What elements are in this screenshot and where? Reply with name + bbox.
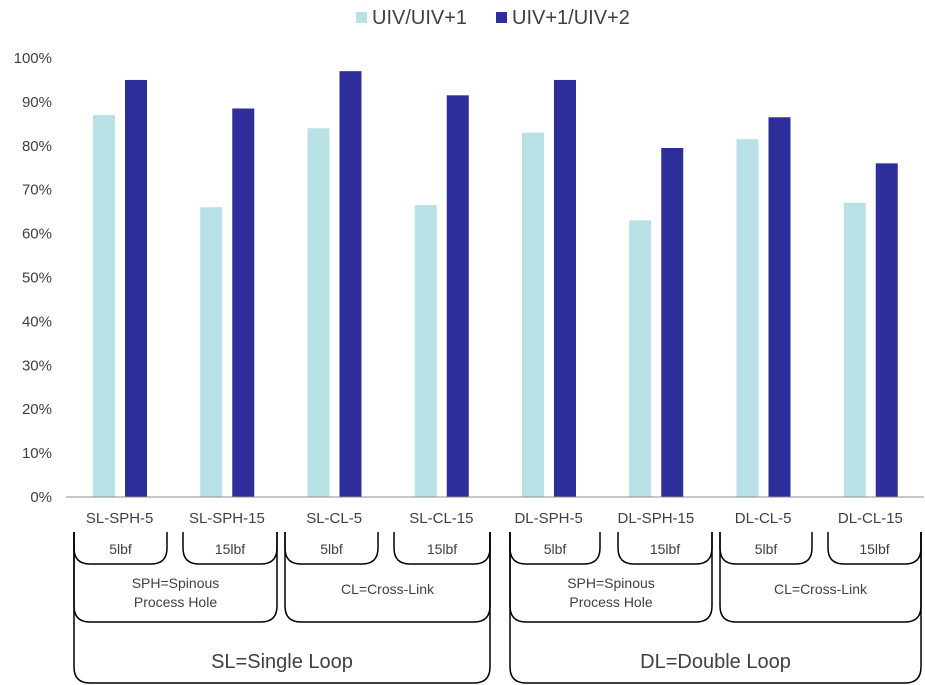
bar bbox=[522, 132, 544, 497]
y-axis-ticks: 0% 10% 20% 30% 40% 50% 60% 70% 80% 90% 100% bbox=[14, 50, 52, 506]
bar bbox=[843, 202, 866, 497]
bar bbox=[629, 220, 652, 497]
load-bracket bbox=[509, 532, 601, 565]
group-label: Process Hole bbox=[134, 594, 217, 610]
group-bracket bbox=[719, 532, 922, 623]
load-bracket bbox=[827, 532, 922, 565]
load-bracket bbox=[719, 532, 813, 565]
y-tick-label: 0% bbox=[30, 489, 52, 506]
load-bracket bbox=[182, 532, 278, 565]
x-tick-label: DL-SPH-5 bbox=[514, 510, 582, 527]
bar bbox=[307, 128, 330, 498]
load-label: 15lbf bbox=[427, 541, 457, 557]
legend: UIV/UIV+1 UIV+1/UIV+2 bbox=[356, 7, 630, 29]
load-label: 5lbf bbox=[755, 541, 778, 557]
legend-label: UIV/UIV+1 bbox=[372, 7, 467, 29]
x-tick-label: DL-CL-15 bbox=[838, 510, 903, 527]
y-tick-label: 50% bbox=[22, 270, 52, 287]
load-bracket bbox=[73, 532, 168, 565]
loop-bracket bbox=[509, 532, 922, 684]
group-bracket bbox=[73, 532, 278, 623]
bar bbox=[200, 207, 223, 497]
y-tick-label: 10% bbox=[22, 445, 52, 462]
x-tick-label: SL-SPH-5 bbox=[86, 510, 154, 527]
bar bbox=[768, 117, 791, 497]
group-label: SPH=Spinous bbox=[132, 575, 220, 591]
load-label: 5lbf bbox=[320, 541, 343, 557]
bar bbox=[554, 79, 576, 497]
load-bracket bbox=[393, 532, 491, 565]
bar bbox=[232, 108, 255, 498]
y-tick-label: 40% bbox=[22, 313, 52, 330]
bar bbox=[875, 163, 898, 498]
x-tick-label: DL-CL-5 bbox=[735, 510, 792, 527]
legend-swatch bbox=[496, 12, 507, 23]
y-tick-label: 70% bbox=[22, 182, 52, 199]
bars bbox=[93, 71, 898, 498]
load-bracket bbox=[284, 532, 379, 565]
legend-swatch bbox=[356, 12, 367, 23]
x-tick-label: DL-SPH-15 bbox=[618, 510, 695, 527]
loop-label: DL=Double Loop bbox=[640, 651, 791, 673]
loop-bracket bbox=[73, 532, 491, 684]
load-label: 15lbf bbox=[650, 541, 680, 557]
x-axis-ticks: SL-SPH-5 SL-SPH-15 SL-CL-5 SL-CL-15 DL-SPH-5… bbox=[86, 510, 903, 527]
y-tick-label: 100% bbox=[14, 50, 52, 67]
x-tick-label: SL-CL-5 bbox=[306, 510, 362, 527]
loop-label: SL=Single Loop bbox=[211, 651, 353, 673]
y-tick-label: 20% bbox=[22, 401, 52, 418]
x-tick-label: SL-CL-15 bbox=[409, 510, 473, 527]
x-tick-label: SL-SPH-15 bbox=[189, 510, 265, 527]
y-tick-label: 60% bbox=[22, 226, 52, 243]
group-bracket bbox=[509, 532, 713, 623]
load-bracket bbox=[617, 532, 713, 565]
load-label: 5lbf bbox=[109, 541, 132, 557]
group-label: Process Hole bbox=[569, 594, 652, 610]
load-label: 15lbf bbox=[859, 541, 889, 557]
load-label: 15lbf bbox=[215, 541, 245, 557]
group-label: CL=Cross-Link bbox=[774, 581, 868, 597]
bar bbox=[414, 205, 437, 497]
y-tick-label: 90% bbox=[22, 94, 52, 111]
y-tick-label: 80% bbox=[22, 138, 52, 155]
bar bbox=[339, 71, 362, 498]
bar bbox=[446, 95, 469, 497]
group-label: CL=Cross-Link bbox=[341, 581, 435, 597]
bar bbox=[93, 115, 115, 497]
group-bracket bbox=[284, 532, 491, 623]
group-label: SPH=Spinous bbox=[567, 575, 655, 591]
bar bbox=[125, 79, 147, 497]
y-tick-label: 30% bbox=[22, 357, 52, 374]
load-label: 5lbf bbox=[544, 541, 567, 557]
bracket-annotations: 5lbf 15lbf 5lbf 15lbf 5lbf 15lbf 5lbf 15lbf SPH=… bbox=[73, 532, 922, 684]
legend-label: UIV+1/UIV+2 bbox=[512, 7, 630, 29]
bar bbox=[661, 147, 684, 497]
bar bbox=[736, 139, 759, 497]
